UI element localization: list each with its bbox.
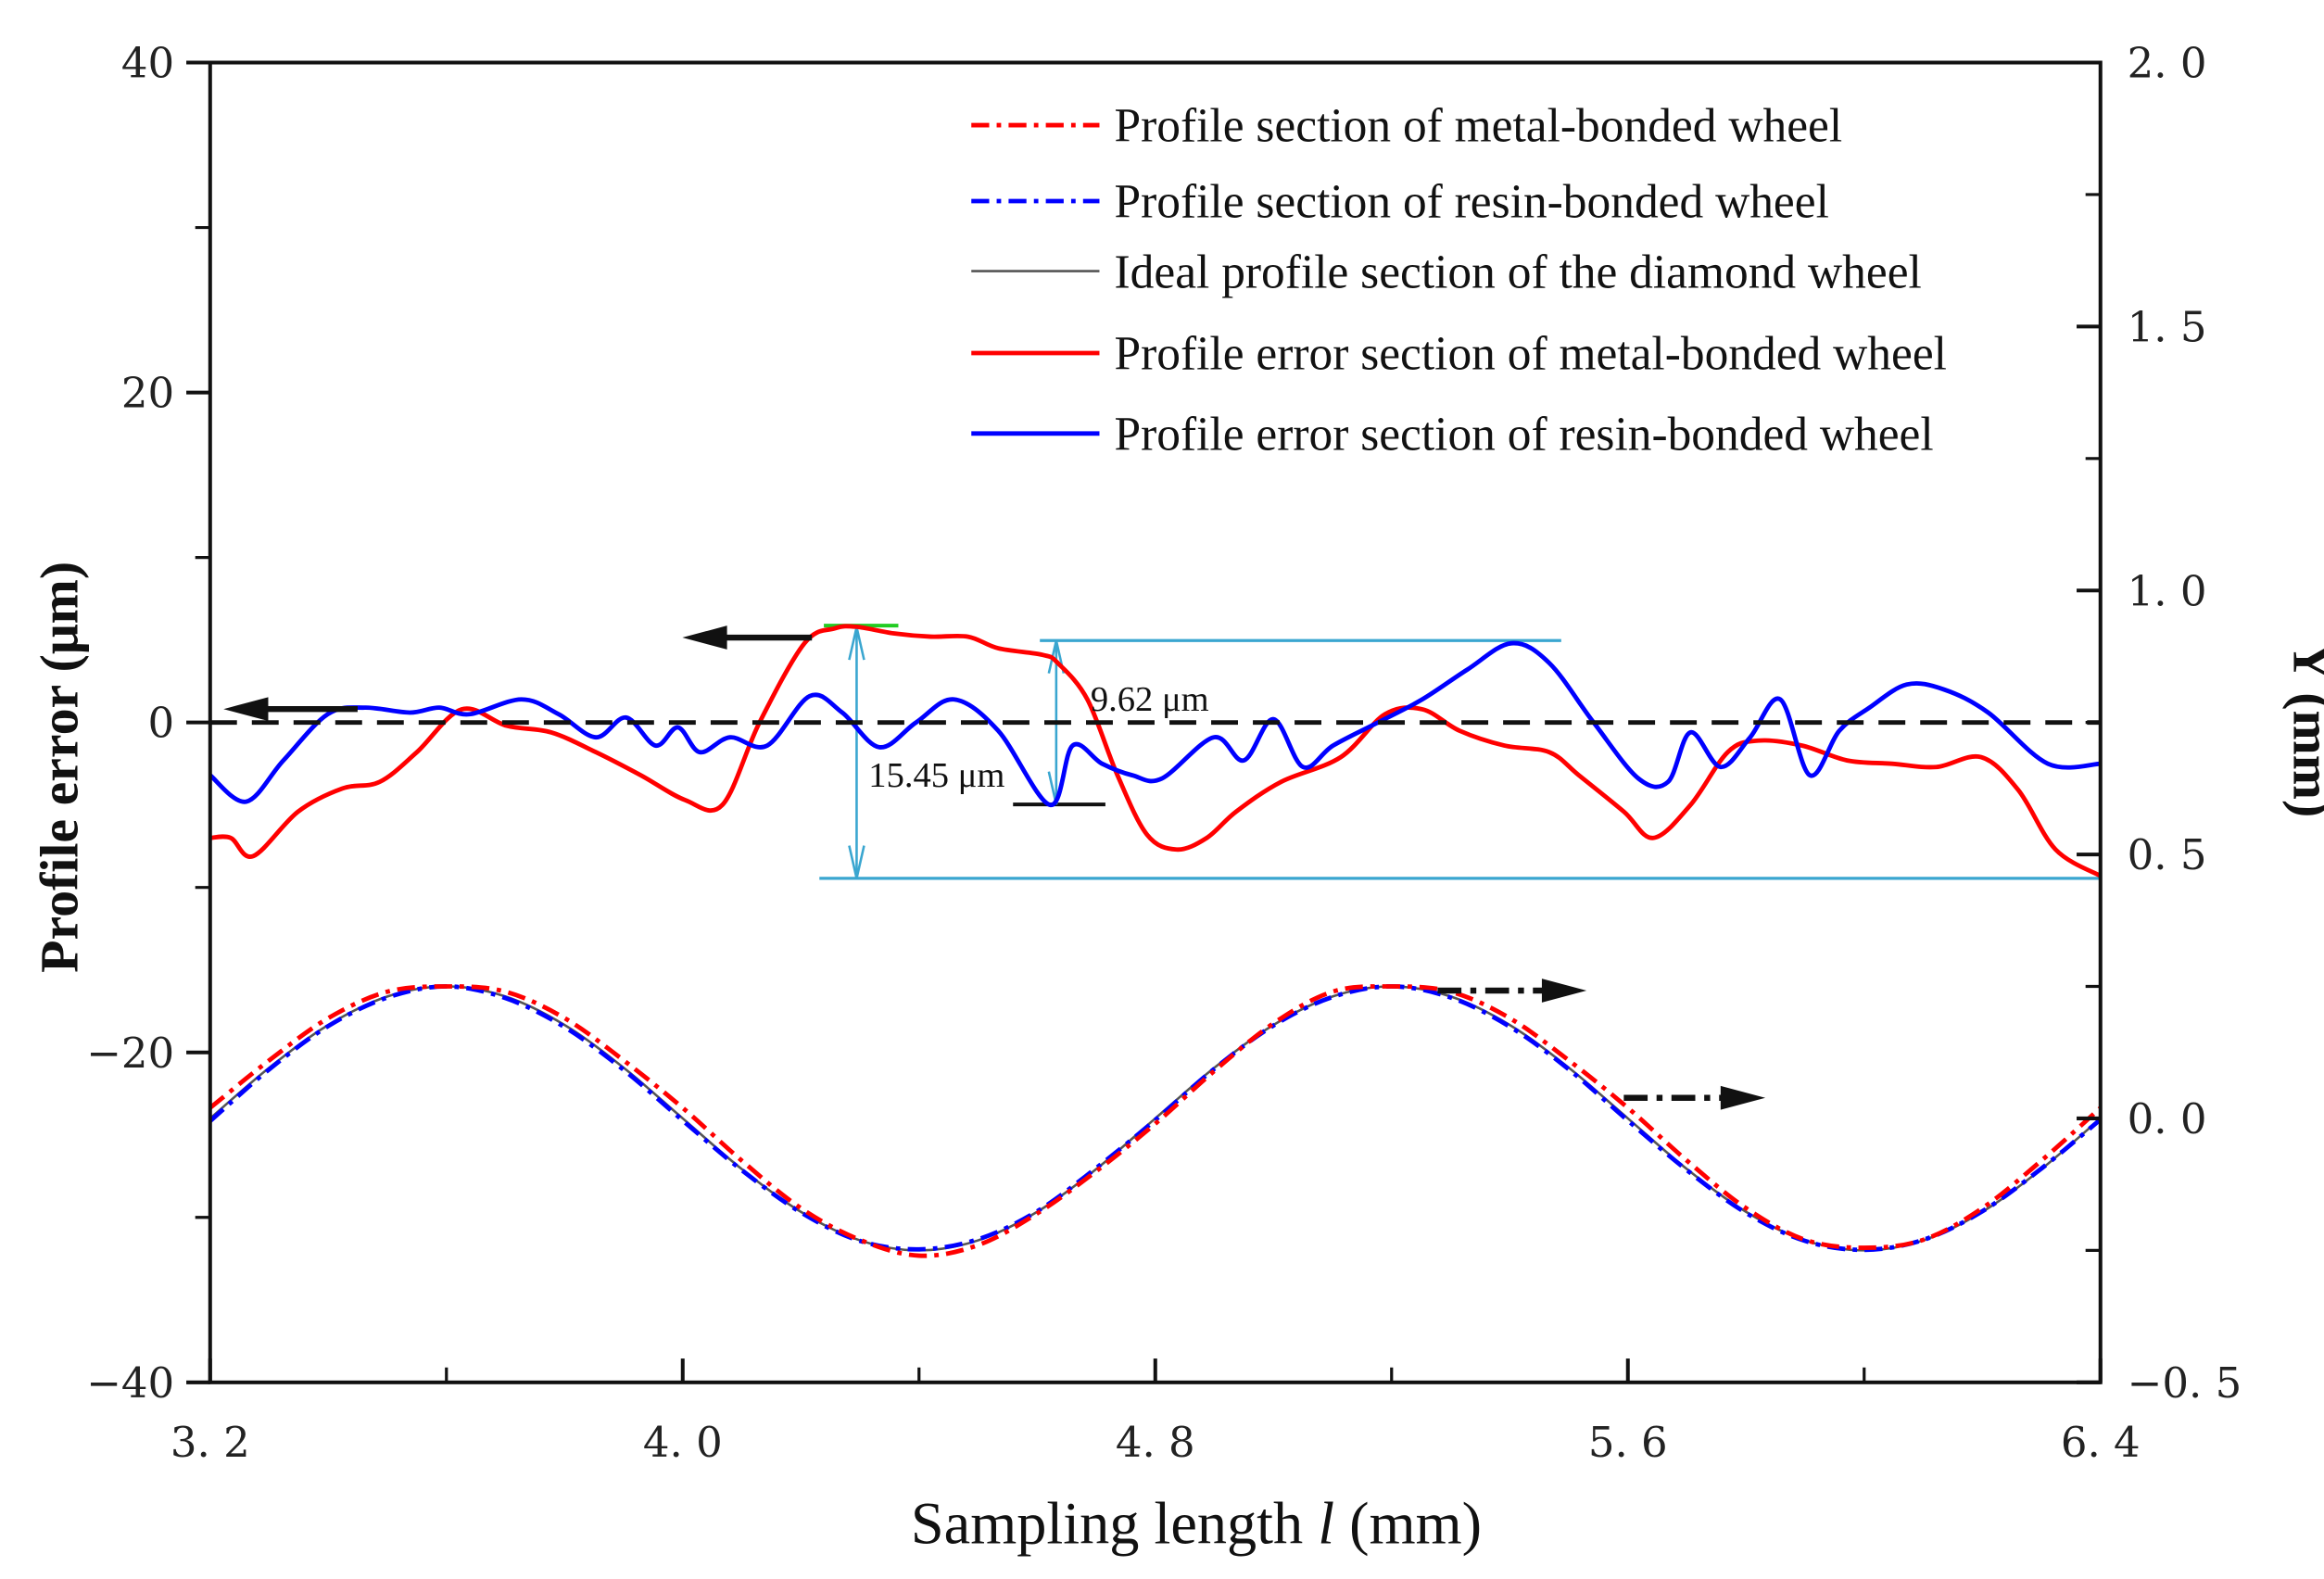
- y-tick-label: 20: [121, 369, 174, 418]
- left-axis-arrow-1-head: [223, 697, 269, 722]
- x-tick-label: 4. 8: [1116, 1418, 1195, 1467]
- x-axis-title-unit: (mm): [1334, 1490, 1482, 1556]
- y2-tick-label: 2. 0: [2128, 39, 2207, 88]
- legend-label: Ideal profile section of the diamond whe…: [1115, 246, 1922, 298]
- axis-ticks: 3. 2 4. 0 4. 8 5. 6 6. 4 40 20 0 −20 −40 2. 0 1. 5 1…: [86, 39, 2242, 1468]
- series-group: [208, 624, 2103, 1258]
- annotation-label-9-62: 9.62 μm: [1091, 680, 1209, 719]
- legend: Profile section of metal-bonded wheel Pro…: [971, 100, 1947, 461]
- left-axis-arrow-2-head: [682, 625, 727, 650]
- x-axis-title-main: Sampling length: [911, 1490, 1318, 1556]
- legend-label: Profile section of resin-bonded wheel: [1115, 176, 1829, 229]
- legend-label: Profile section of metal-bonded wheel: [1115, 100, 1843, 153]
- legend-label: Profile error section of metal-bonded wh…: [1115, 328, 1947, 381]
- series-line-1: [208, 984, 2103, 1253]
- annotation-arrow-9-62-head-top: [1047, 639, 1066, 674]
- y2-tick-label: 1. 0: [2128, 566, 2207, 615]
- x-axis-title: Sampling length l (mm): [911, 1490, 1482, 1556]
- axis-direction-arrows: [223, 625, 1766, 1110]
- right-axis-arrow-1-head: [1541, 979, 1587, 1003]
- series-line-4: [208, 640, 2101, 808]
- y2-tick-label: 0. 5: [2128, 830, 2207, 879]
- y2-axis-title: Y (mm): [2282, 642, 2324, 817]
- x-tick-label: 5. 6: [1588, 1418, 1668, 1467]
- y2-tick-label: 1. 5: [2128, 302, 2207, 351]
- x-tick-label: 4. 0: [643, 1418, 723, 1467]
- y-tick-label: −20: [86, 1029, 174, 1078]
- y-tick-label: 0: [148, 699, 175, 748]
- x-tick-label: 6. 4: [2061, 1418, 2141, 1467]
- y2-tick-label: 0. 0: [2128, 1094, 2207, 1143]
- x-tick-label: 3. 2: [171, 1418, 250, 1467]
- series-line-0: [208, 984, 2103, 1258]
- y-tick-label: −40: [86, 1358, 174, 1408]
- y2-tick-label: −0. 5: [2128, 1358, 2242, 1408]
- series-line-3: [209, 624, 2102, 878]
- annotation-arrow-15-45-head-bottom: [848, 845, 865, 879]
- annotation-label-15-45: 15.45 μm: [868, 756, 1004, 795]
- y-axis-title: Profile error (μm): [30, 562, 90, 973]
- x-axis-title-italic: l: [1318, 1490, 1334, 1556]
- y-tick-label: 40: [121, 39, 174, 88]
- legend-label: Profile error section of resin-bonded wh…: [1115, 408, 1934, 461]
- right-axis-arrow-2-head: [1720, 1085, 1766, 1110]
